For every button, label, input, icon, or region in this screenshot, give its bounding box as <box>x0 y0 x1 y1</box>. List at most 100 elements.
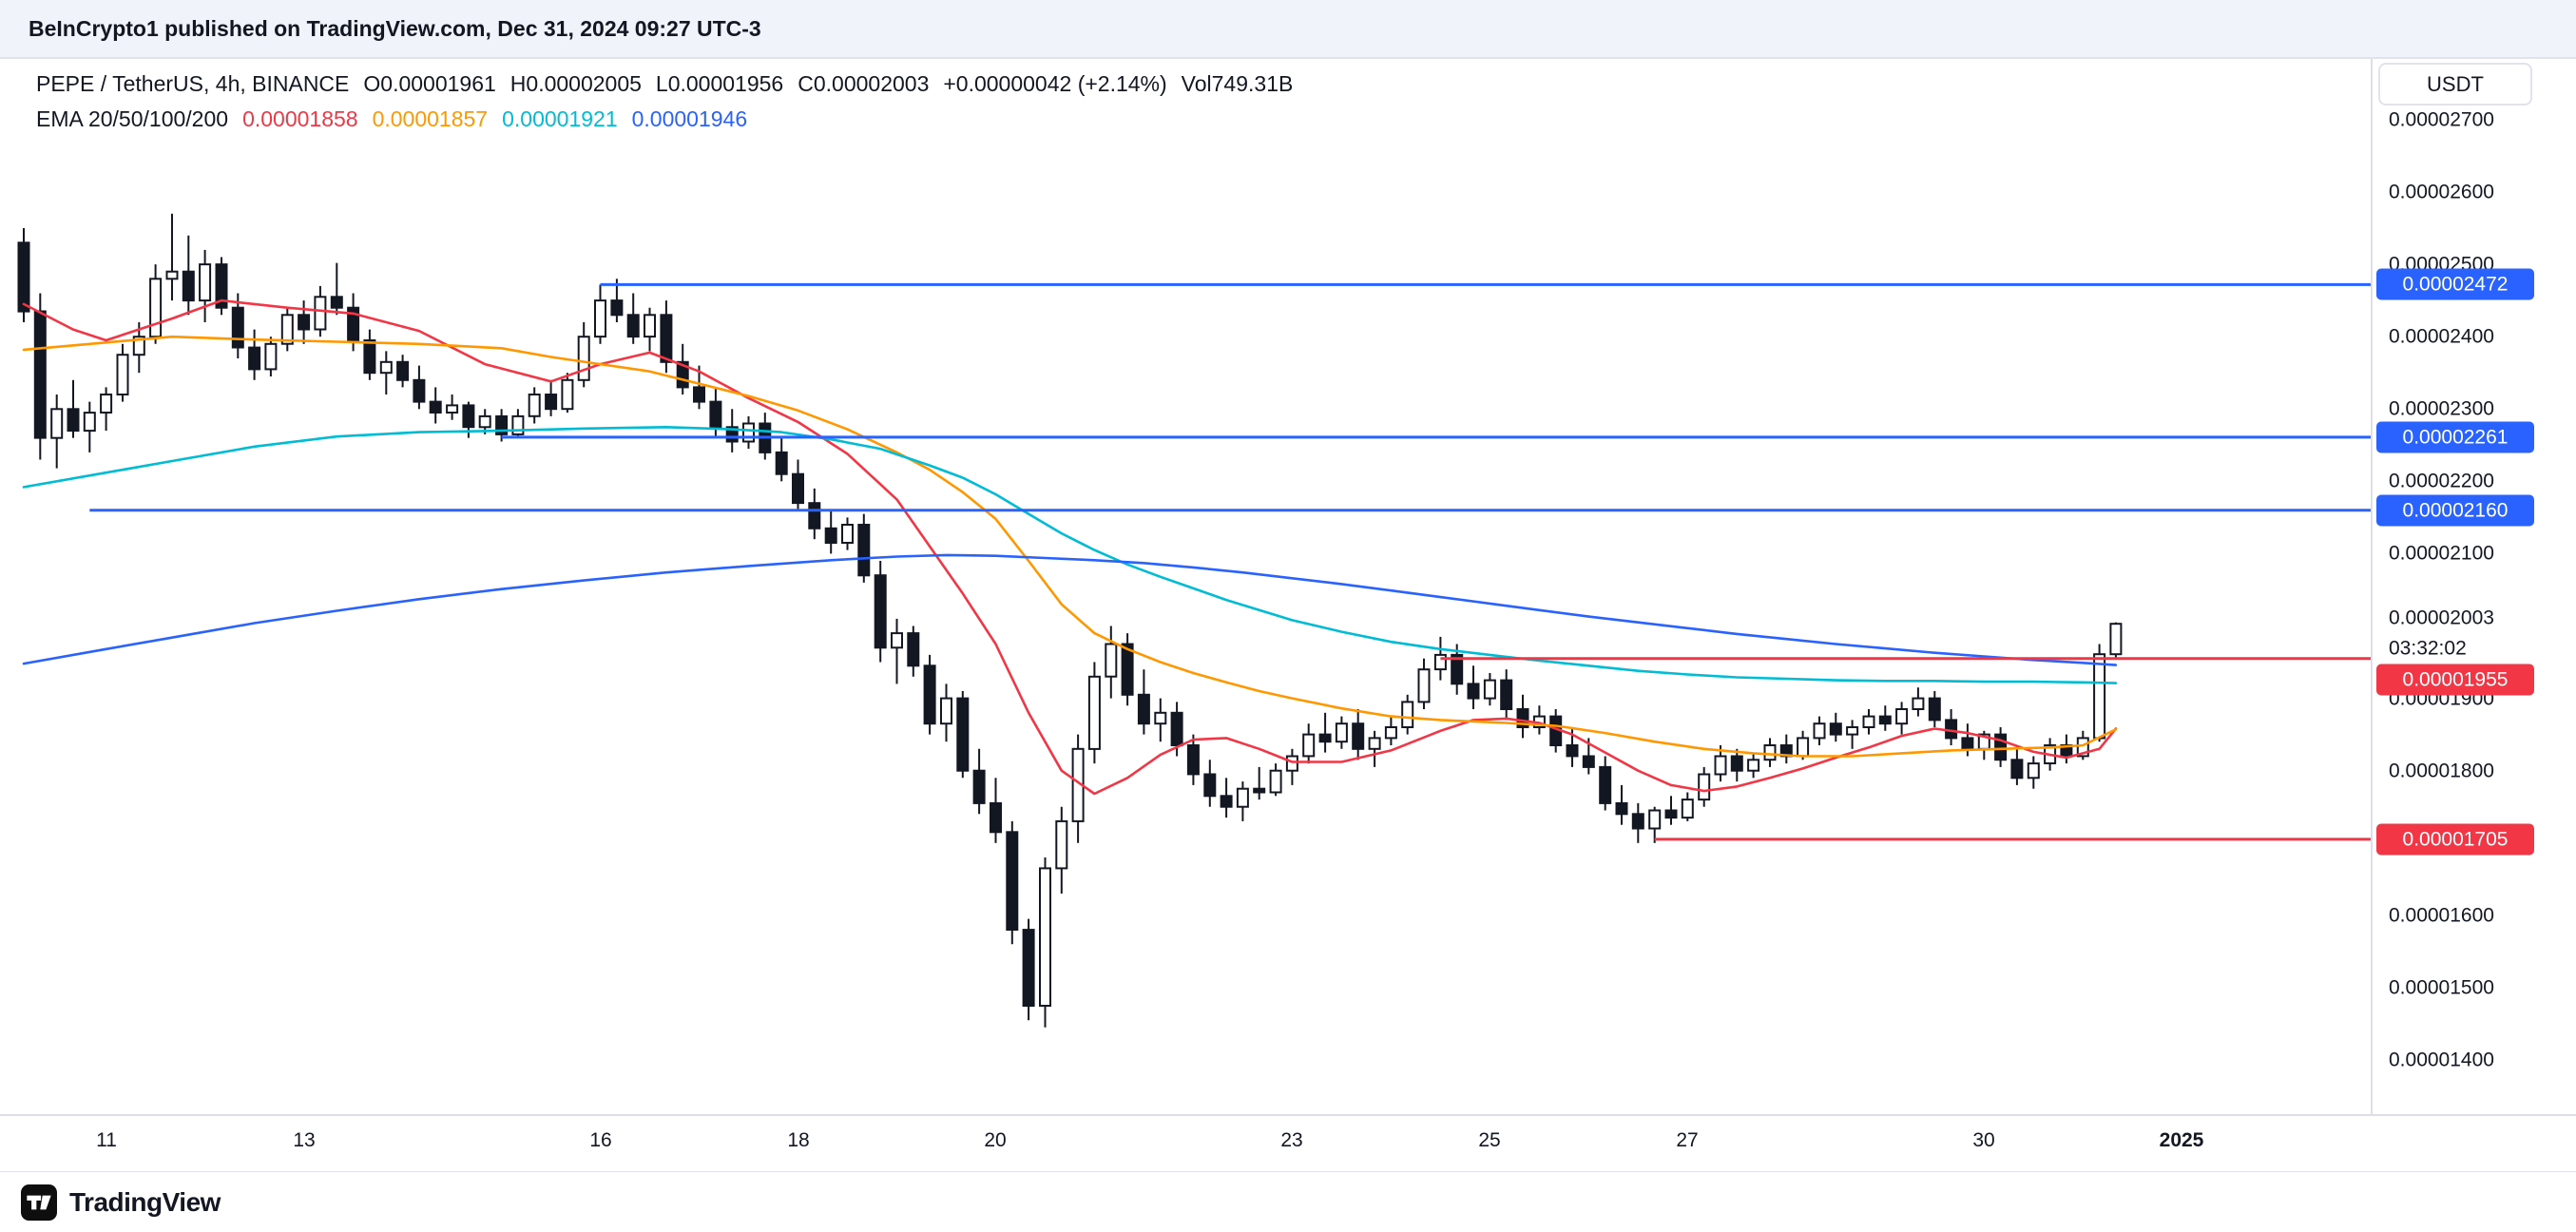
candle-up <box>199 263 212 302</box>
candle-up <box>1154 711 1167 725</box>
candle-down <box>1829 722 1842 736</box>
candle-down <box>1220 795 1233 808</box>
candle-down <box>1170 711 1183 746</box>
candle-down <box>1730 755 1743 772</box>
ohlc-close: C0.00002003 <box>798 71 930 96</box>
candle-down <box>907 632 920 667</box>
price-change: +0.00000042 (+2.14%) <box>943 71 1167 96</box>
candle-down <box>1006 831 1019 931</box>
candle-down <box>1500 679 1513 710</box>
candle-up <box>2076 737 2089 758</box>
current-price-label: 0.00002003 <box>2389 606 2494 629</box>
ema100-value: 0.00001921 <box>502 106 618 131</box>
price-label: 0.00001500 <box>2389 976 2494 999</box>
ema50-value: 0.00001857 <box>372 106 489 131</box>
candle-down <box>693 386 705 403</box>
candle-up <box>511 414 525 435</box>
candle-down <box>725 426 739 443</box>
ohlc-low: L0.00001956 <box>655 71 784 96</box>
candle-down <box>17 241 30 313</box>
candle-up <box>116 354 129 396</box>
candle-up <box>1285 755 1298 772</box>
tradingview-link[interactable]: TradingView <box>21 1184 221 1221</box>
level-price-badge: 0.00002261 <box>2376 421 2534 453</box>
price-axis[interactable]: 0.00002700 0.00002600 0.00002500 0.00002400… <box>2371 0 2576 1171</box>
indicator-row: EMA 20/50/100/200 0.00001858 0.00001857 … <box>36 102 1293 137</box>
ema200-line <box>22 553 2118 666</box>
candle-down <box>1352 722 1365 750</box>
candle-up <box>1055 819 1068 870</box>
time-label-11: 11 <box>96 1129 117 1151</box>
candle-up <box>1714 755 1727 776</box>
price-label: 0.00002300 <box>2389 397 2494 420</box>
candle-up <box>264 342 278 371</box>
candle-up <box>577 336 590 381</box>
price-label: 0.00002200 <box>2389 470 2494 492</box>
candle-down <box>495 414 509 435</box>
candle-down <box>1945 719 1958 740</box>
candle-down <box>857 524 871 577</box>
footer: TradingView <box>0 1173 2576 1232</box>
candle-down <box>1631 813 1644 830</box>
candle-down <box>676 360 689 389</box>
quote-currency-button[interactable]: USDT <box>2378 63 2532 106</box>
candle-up <box>314 296 327 331</box>
candle-down <box>626 314 640 338</box>
symbol-title[interactable]: PEPE / TetherUS, 4h, BINANCE <box>36 71 350 96</box>
candle-down <box>347 306 360 341</box>
price-label: 0.00002600 <box>2389 181 2494 203</box>
ema-indicator-title[interactable]: EMA 20/50/100/200 <box>36 106 229 131</box>
time-label-18: 18 <box>787 1129 810 1151</box>
candle-up <box>280 314 294 345</box>
candle-up <box>940 697 952 725</box>
candle-down <box>462 404 475 429</box>
candle-up <box>50 408 64 439</box>
candle-down <box>298 314 311 331</box>
ohlc-open: O0.00001961 <box>363 71 496 96</box>
candle-up <box>132 336 145 356</box>
publish-title: BeInCrypto1 published on TradingView.com… <box>29 15 761 41</box>
candle-up <box>594 299 606 338</box>
symbol-row: PEPE / TetherUS, 4h, BINANCE O0.00001961… <box>36 67 1293 102</box>
candle-down <box>1121 643 1134 696</box>
candle-up <box>1302 733 1316 758</box>
candle-down <box>413 378 426 403</box>
price-label: 0.00001400 <box>2389 1049 2494 1071</box>
candle-down <box>1467 683 1480 700</box>
bar-countdown-label: 03:32:02 <box>2389 637 2467 660</box>
candle-up <box>1433 653 1447 671</box>
tradingview-logo-icon <box>21 1184 57 1221</box>
candle-down <box>1186 744 1200 776</box>
price-axis-divider <box>2371 59 2373 1114</box>
candle-up <box>1797 737 1810 758</box>
candle-up <box>742 422 755 443</box>
candle-up <box>1417 668 1431 703</box>
candle-down <box>248 346 261 371</box>
candle-down <box>1582 755 1595 768</box>
candle-down <box>775 451 788 475</box>
volume-value: Vol749.31B <box>1181 71 1294 96</box>
candle-up <box>644 314 656 338</box>
candle-down <box>1878 715 1892 725</box>
price-label: 0.00002400 <box>2389 325 2494 348</box>
candle-up <box>379 360 393 375</box>
time-label-25: 25 <box>1478 1129 1501 1151</box>
ema20-line <box>22 298 2118 796</box>
level-price-badge: 0.00001955 <box>2376 664 2534 696</box>
candle-down <box>1961 737 1974 750</box>
candle-down <box>1928 697 1941 722</box>
candle-down <box>330 296 343 309</box>
candle-down <box>231 306 244 349</box>
level-price-badge: 0.00002160 <box>2376 494 2534 527</box>
candle-down <box>1994 733 2008 761</box>
time-label-23: 23 <box>1280 1129 1303 1151</box>
ema200-value: 0.00001946 <box>631 106 748 131</box>
ema20-value: 0.00001858 <box>242 106 358 131</box>
time-axis[interactable]: 11 13 16 18 20 23 25 27 30 2025 <box>0 1114 2371 1171</box>
candle-down <box>1664 809 1678 819</box>
ohlc-high: H0.00002005 <box>509 71 642 96</box>
candle-up <box>841 524 854 544</box>
candle-down <box>972 769 986 804</box>
